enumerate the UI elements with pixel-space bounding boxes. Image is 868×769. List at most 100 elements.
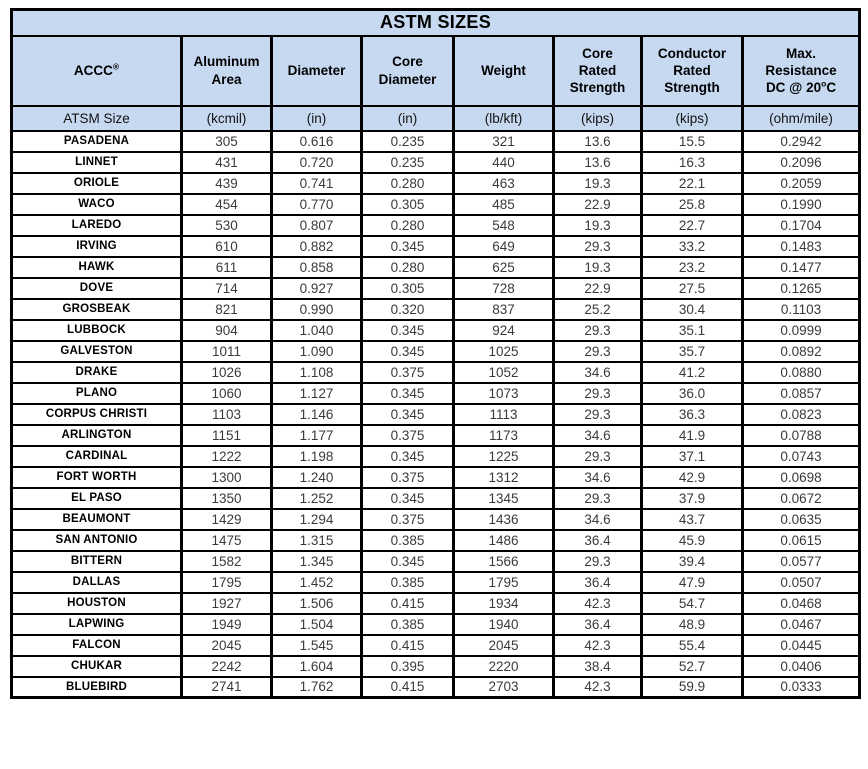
value-cell: 0.0743 (740, 444, 862, 468)
value-cell: 36.4 (552, 570, 643, 594)
conductor-name-cell: FORT WORTH (10, 465, 183, 489)
value-cell: 1026 (180, 360, 273, 384)
value-cell: 0.927 (270, 276, 363, 300)
table-row: ARLINGTON 1151 1.177 0.375 1173 34.6 41.9 0.078… (10, 423, 862, 447)
conductor-name-cell: BLUEBIRD (10, 675, 183, 699)
value-cell: 1.345 (270, 549, 363, 573)
value-cell: 610 (180, 234, 273, 258)
value-cell: 15.5 (640, 129, 744, 153)
value-cell: 0.0615 (740, 528, 862, 552)
conductor-name-cell: ARLINGTON (10, 423, 183, 447)
value-cell: 1113 (452, 402, 555, 426)
table-row: PASADENA 305 0.616 0.235 321 13.6 15.5 0.2942 (10, 129, 862, 153)
value-cell: 41.2 (640, 360, 744, 384)
registered-trademark-symbol: ® (112, 61, 120, 72)
col-header-aluminum-area: Aluminum Area (180, 34, 273, 107)
value-cell: 0.0445 (740, 633, 862, 657)
units-row: ATSM Size (kcmil) (in) (in) (lb/kft) (ki… (10, 104, 862, 132)
table-row: IRVING 610 0.882 0.345 649 29.3 33.2 0.1483 (10, 234, 862, 258)
units-kips-core: (kips) (552, 104, 643, 132)
value-cell: 1940 (452, 612, 555, 636)
value-cell: 1429 (180, 507, 273, 531)
value-cell: 1582 (180, 549, 273, 573)
value-cell: 0.0507 (740, 570, 862, 594)
value-cell: 13.6 (552, 129, 643, 153)
value-cell: 22.9 (552, 276, 643, 300)
title-row: ASTM SIZES (9, 8, 862, 37)
conductor-name-cell: LINNET (10, 150, 183, 174)
conductor-name-cell: WACO (10, 192, 183, 216)
col-header-accc-label: ACCC (73, 62, 113, 78)
table-row: DRAKE 1026 1.108 0.375 1052 34.6 41.2 0.0880 (10, 360, 862, 384)
value-cell: 27.5 (640, 276, 744, 300)
value-cell: 321 (452, 129, 555, 153)
value-cell: 42.9 (640, 465, 744, 489)
conductor-name-cell: CHUKAR (10, 654, 183, 678)
value-cell: 0.741 (270, 171, 363, 195)
conductor-name-cell: DRAKE (10, 360, 183, 384)
value-cell: 54.7 (640, 591, 744, 615)
table-row: BEAUMONT 1429 1.294 0.375 1436 34.6 43.7 0.0635 (10, 507, 862, 531)
value-cell: 29.3 (552, 381, 643, 405)
value-cell: 38.4 (552, 654, 643, 678)
conductor-name-cell: CORPUS CHRISTI (10, 402, 183, 426)
value-cell: 1011 (180, 339, 273, 363)
value-cell: 16.3 (640, 150, 744, 174)
value-cell: 2703 (452, 675, 555, 699)
value-cell: 611 (180, 255, 273, 279)
table-row: LAREDO 530 0.807 0.280 548 19.3 22.7 0.1704 (10, 213, 862, 237)
value-cell: 1.294 (270, 507, 363, 531)
value-cell: 52.7 (640, 654, 744, 678)
value-cell: 19.3 (552, 213, 643, 237)
table-row: HAWK 611 0.858 0.280 625 19.3 23.2 0.1477 (10, 255, 862, 279)
value-cell: 0.1990 (740, 192, 862, 216)
units-lbkft: (lb/kft) (452, 104, 555, 132)
table-row: DOVE 714 0.927 0.305 728 22.9 27.5 0.1265 (10, 276, 862, 300)
value-cell: 485 (452, 192, 555, 216)
value-cell: 548 (452, 213, 555, 237)
value-cell: 0.345 (360, 444, 455, 468)
value-cell: 2045 (180, 633, 273, 657)
value-cell: 0.1483 (740, 234, 862, 258)
value-cell: 2242 (180, 654, 273, 678)
value-cell: 0.0788 (740, 423, 862, 447)
value-cell: 45.9 (640, 528, 744, 552)
table-row: ORIOLE 439 0.741 0.280 463 19.3 22.1 0.2059 (10, 171, 862, 195)
value-cell: 0.375 (360, 465, 455, 489)
units-in-diameter: (in) (270, 104, 363, 132)
table-row: WACO 454 0.770 0.305 485 22.9 25.8 0.1990 (10, 192, 862, 216)
astm-sizes-table: ASTM SIZES ACCC® Aluminum Area Diameter … (9, 8, 862, 699)
value-cell: 0.0468 (740, 591, 862, 615)
value-cell: 1436 (452, 507, 555, 531)
value-cell: 0.0999 (740, 318, 862, 342)
value-cell: 0.280 (360, 255, 455, 279)
value-cell: 1052 (452, 360, 555, 384)
value-cell: 0.720 (270, 150, 363, 174)
value-cell: 1173 (452, 423, 555, 447)
value-cell: 1486 (452, 528, 555, 552)
table-row: GALVESTON 1011 1.090 0.345 1025 29.3 35.7 0.089… (10, 339, 862, 363)
value-cell: 29.3 (552, 486, 643, 510)
value-cell: 0.882 (270, 234, 363, 258)
table-row: SAN ANTONIO 1475 1.315 0.385 1486 36.4 45.9 0.0… (10, 528, 862, 552)
value-cell: 42.3 (552, 675, 643, 699)
value-cell: 1060 (180, 381, 273, 405)
value-cell: 439 (180, 171, 273, 195)
value-cell: 0.305 (360, 276, 455, 300)
value-cell: 0.0672 (740, 486, 862, 510)
conductor-name-cell: HOUSTON (10, 591, 183, 615)
value-cell: 29.3 (552, 549, 643, 573)
value-cell: 0.0880 (740, 360, 862, 384)
value-cell: 25.2 (552, 297, 643, 321)
value-cell: 29.3 (552, 234, 643, 258)
conductor-name-cell: CARDINAL (10, 444, 183, 468)
value-cell: 23.2 (640, 255, 744, 279)
value-cell: 29.3 (552, 339, 643, 363)
conductor-name-cell: LAPWING (10, 612, 183, 636)
table-row: BLUEBIRD 2741 1.762 0.415 2703 42.3 59.9 0.0333 (10, 675, 862, 699)
value-cell: 13.6 (552, 150, 643, 174)
value-cell: 305 (180, 129, 273, 153)
table-row: EL PASO 1350 1.252 0.345 1345 29.3 37.9 0.0672 (10, 486, 862, 510)
value-cell: 1073 (452, 381, 555, 405)
value-cell: 0.1477 (740, 255, 862, 279)
